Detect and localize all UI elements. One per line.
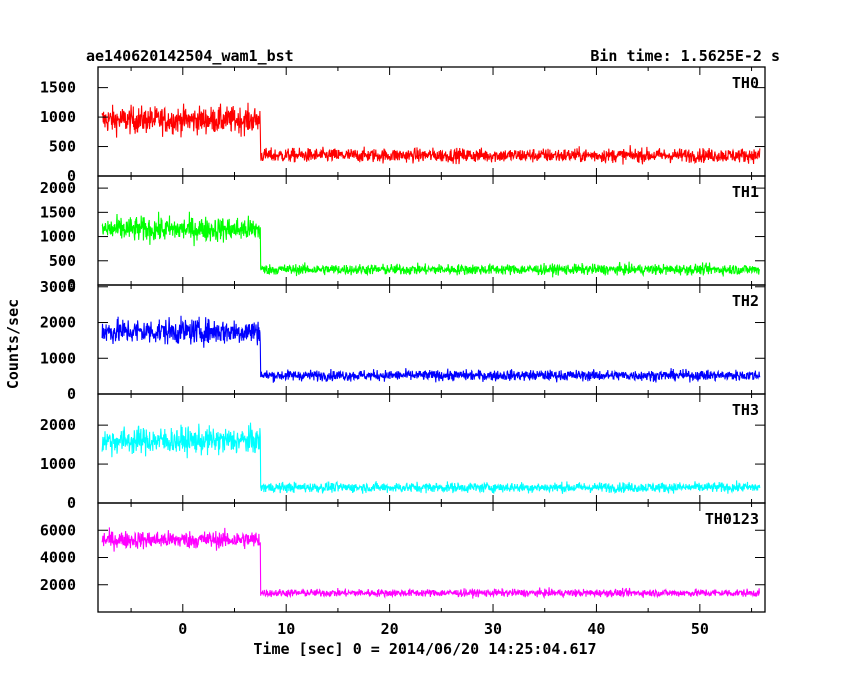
y-tick-label: 4000 [40,549,76,567]
panel-label-th1: TH1 [732,183,759,201]
y-tick-label: 0 [67,494,76,512]
series-line-th1 [101,211,761,278]
y-tick-label: 0 [67,276,76,294]
x-tick-label: 40 [587,620,605,638]
x-tick-label: 50 [691,620,709,638]
y-tick-label: 2000 [40,416,76,434]
y-tick-label: 1000 [40,455,76,473]
panel-label-th3: TH3 [732,401,759,419]
chart-subtitle: Bin time: 1.5625E-2 s [590,47,780,65]
panel-label-th0: TH0 [732,74,759,92]
y-tick-label: 1000 [40,108,76,126]
series-line-th0123 [101,527,761,600]
y-tick-label: 500 [49,252,76,270]
y-tick-label: 2000 [40,179,76,197]
y-tick-label: 6000 [40,521,76,539]
chart-title: ae140620142504_wam1_bst [86,47,294,65]
y-tick-label: 1500 [40,203,76,221]
y-tick-label: 2000 [40,576,76,594]
y-tick-label: 1500 [40,79,76,97]
panel-label-th2: TH2 [732,292,759,310]
y-tick-label: 3000 [40,278,76,296]
series-line-th0 [101,102,761,165]
panel-frame [97,502,766,613]
y-tick-label: 0 [67,385,76,403]
series-line-th2 [101,315,761,383]
x-tick-label: 20 [381,620,399,638]
y-tick-label: 2000 [40,314,76,332]
series-line-th3 [101,422,761,495]
x-tick-label: 0 [178,620,187,638]
y-tick-label: 1000 [40,228,76,246]
panel-label-th0123: TH0123 [705,510,759,528]
y-tick-label: 500 [49,138,76,156]
x-tick-label: 30 [484,620,502,638]
x-axis-label: Time [sec] 0 = 2014/06/20 14:25:04.617 [253,640,596,658]
y-tick-label: 0 [67,167,76,185]
y-tick-label: 1000 [40,349,76,367]
y-axis-label: Counts/sec [4,299,22,389]
x-tick-label: 10 [277,620,295,638]
